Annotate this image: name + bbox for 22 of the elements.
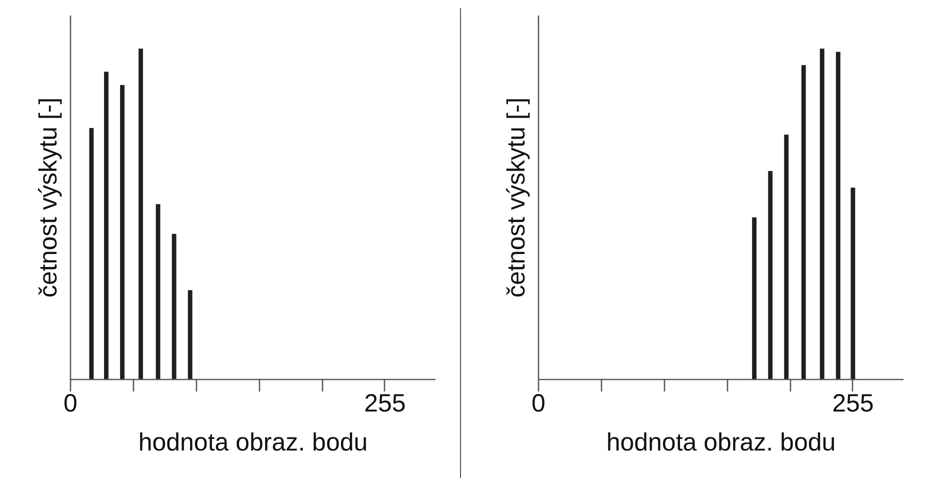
x-tick-label: 0: [532, 390, 546, 418]
bar: [89, 128, 94, 380]
bar: [784, 134, 789, 380]
bar: [850, 188, 856, 380]
bar: [104, 72, 108, 380]
bar: [156, 204, 160, 380]
bar: [768, 171, 773, 380]
bar: [188, 290, 192, 380]
y-axis-title: četnost výskytu [-]: [34, 97, 62, 298]
bar: [752, 217, 757, 380]
x-tick-label: 0: [64, 390, 78, 418]
bar: [836, 52, 840, 380]
y-axis-title: četnost výskytu [-]: [502, 97, 530, 298]
bar: [172, 234, 176, 380]
bar: [820, 48, 824, 380]
x-tick-label: 255: [364, 390, 406, 418]
bar: [801, 65, 806, 380]
bar: [120, 84, 125, 380]
x-tick-label: 255: [832, 390, 874, 418]
x-axis-title: hodnota obraz. bodu: [138, 428, 368, 456]
bar: [138, 48, 144, 380]
x-axis-title: hodnota obraz. bodu: [606, 428, 836, 456]
